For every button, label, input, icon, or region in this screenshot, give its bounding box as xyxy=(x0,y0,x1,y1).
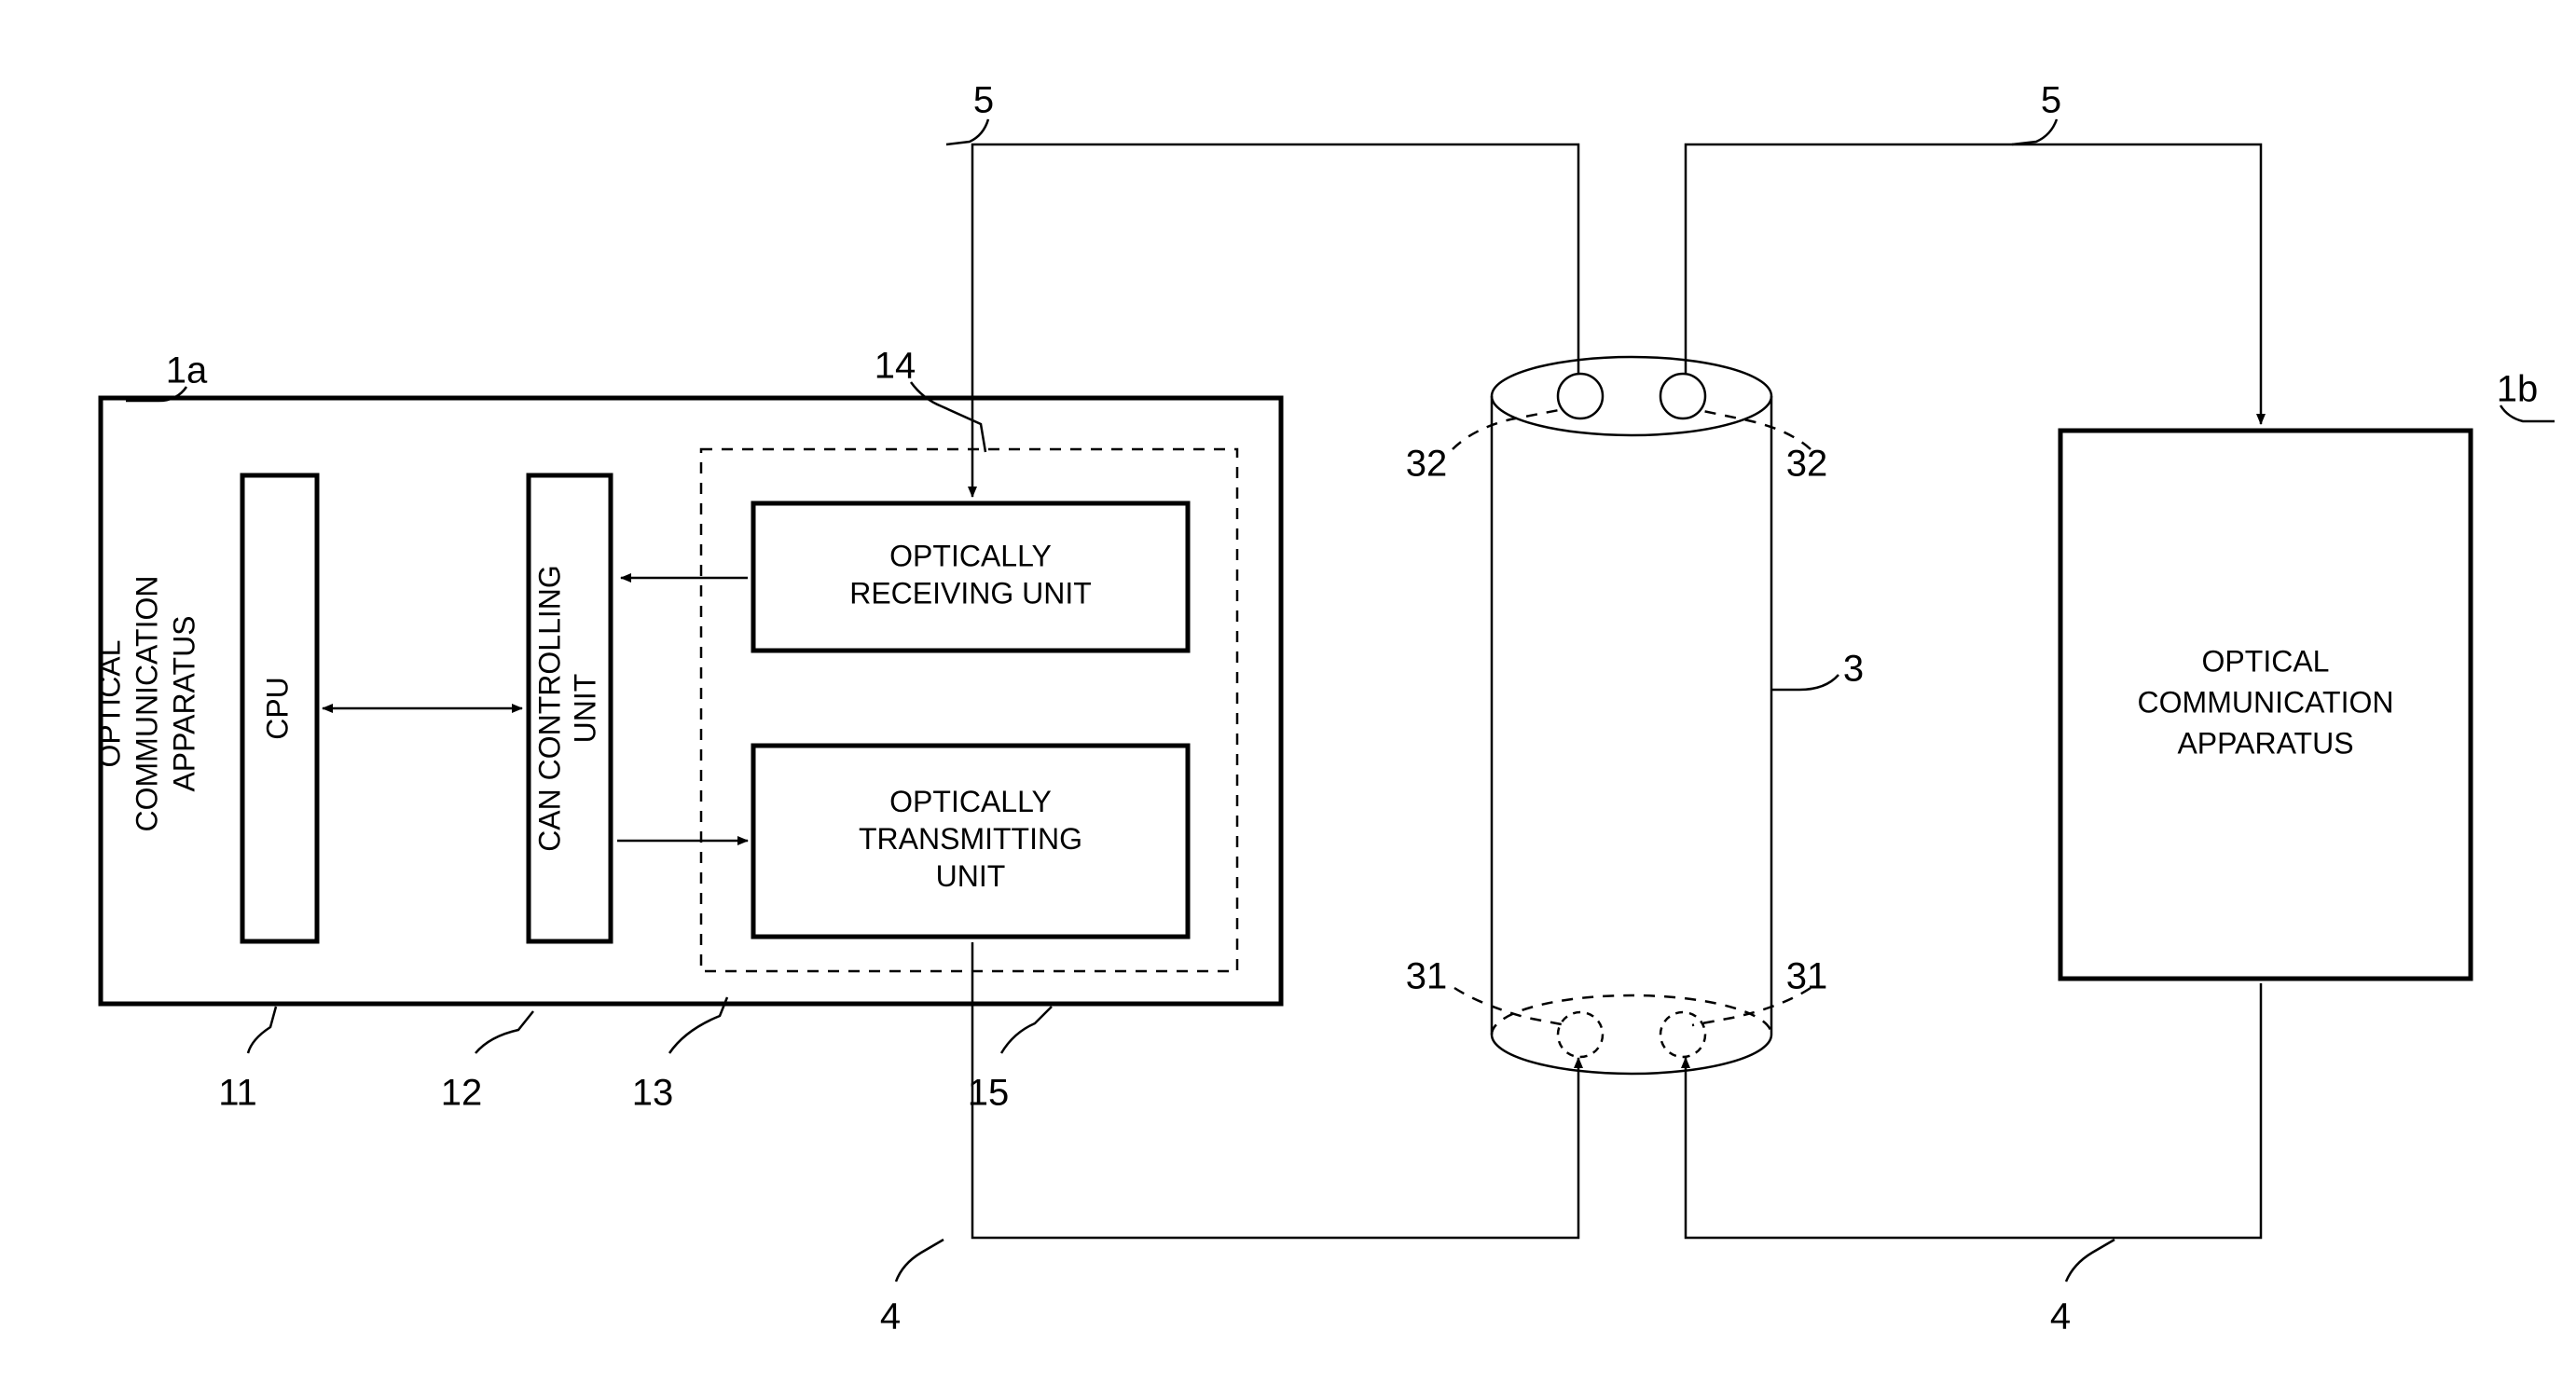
apparatus-1b-title: OPTICAL xyxy=(2202,644,2330,678)
coupler-bot-hole-right xyxy=(1660,1012,1705,1057)
label-11: 11 xyxy=(218,1073,257,1114)
label-wire-4-right: 4 xyxy=(2050,1296,2071,1337)
tx-text: TRANSMITTING xyxy=(859,822,1082,856)
label-15: 15 xyxy=(968,1073,1010,1114)
leader-wire-4-left xyxy=(896,1240,944,1282)
coupler-top-ellipse xyxy=(1492,357,1771,435)
coupler-top-hole-right xyxy=(1660,374,1705,418)
rx-text: RECEIVING UNIT xyxy=(849,576,1092,610)
apparatus-1a-title: OPTICAL xyxy=(92,640,126,768)
leader-31-left xyxy=(1454,988,1566,1025)
coupler-top-hole-left xyxy=(1558,374,1603,418)
rx-text: OPTICALLY xyxy=(889,539,1052,572)
apparatus-1b-title: COMMUNICATION xyxy=(2138,685,2394,719)
leader-wire-5-right xyxy=(2012,119,2057,144)
leader-3 xyxy=(1771,675,1839,690)
coupler-bottom-front xyxy=(1492,1035,1771,1074)
label-3: 3 xyxy=(1843,649,1864,690)
leader-14 xyxy=(911,382,985,452)
tx-text: OPTICALLY xyxy=(889,785,1052,818)
label-1a: 1a xyxy=(166,350,208,391)
wire-4-left xyxy=(972,942,1578,1238)
tx-text: UNIT xyxy=(936,859,1006,893)
label-32-left: 32 xyxy=(1406,444,1448,485)
label-13: 13 xyxy=(632,1073,674,1114)
label-12: 12 xyxy=(441,1073,483,1114)
wire-5-left xyxy=(972,144,1578,497)
can-text: CAN CONTROLLING xyxy=(532,565,566,852)
leader-wire-4-right xyxy=(2066,1240,2115,1282)
wire-5-right xyxy=(1686,144,2261,424)
label-wire-4-left: 4 xyxy=(880,1296,901,1337)
can-text: UNIT xyxy=(568,674,601,744)
label-wire-5-right: 5 xyxy=(2041,80,2061,121)
cpu-text: CPU xyxy=(260,677,294,740)
leader-32-left xyxy=(1453,410,1559,449)
leader-11 xyxy=(248,1007,276,1053)
apparatus-1a-title: COMMUNICATION xyxy=(130,576,163,832)
apparatus-1a-title: APPARATUS xyxy=(167,615,200,791)
label-32-right: 32 xyxy=(1786,444,1828,485)
leader-12 xyxy=(475,1011,533,1053)
label-31-left: 31 xyxy=(1406,956,1448,997)
label-1b: 1b xyxy=(2497,369,2539,410)
optical-io-group xyxy=(701,449,1237,971)
apparatus-1b-title: APPARATUS xyxy=(2177,726,2353,760)
coupler-bot-hole-left xyxy=(1558,1012,1603,1057)
leader-15 xyxy=(1001,1007,1052,1053)
label-14: 14 xyxy=(875,346,916,387)
coupler-bottom-back xyxy=(1492,995,1771,1035)
leader-wire-5-left xyxy=(946,119,988,144)
label-wire-5-left: 5 xyxy=(973,80,994,121)
